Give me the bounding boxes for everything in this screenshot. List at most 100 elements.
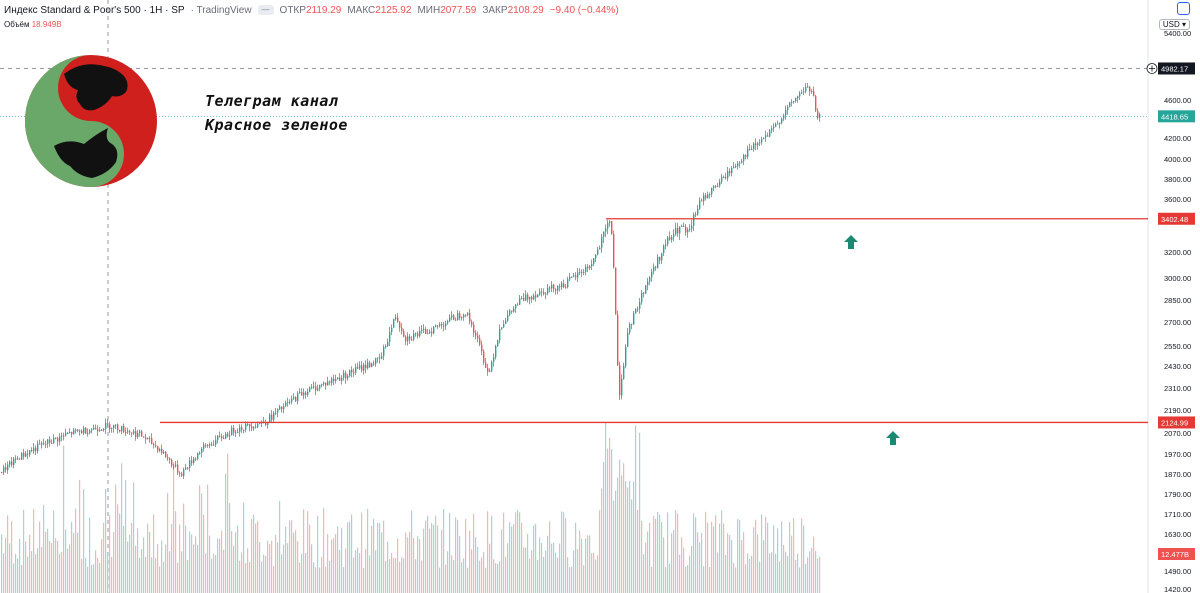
volume-bar <box>1 534 3 593</box>
volume-bar <box>715 515 717 593</box>
volume-bar <box>251 518 253 593</box>
volume-bar <box>407 537 409 593</box>
candle-body <box>777 123 779 125</box>
candle-body <box>363 364 365 371</box>
volume-bar <box>469 530 471 593</box>
candle-body <box>39 443 41 445</box>
collapse-button[interactable]: — <box>257 5 274 15</box>
candle-body <box>355 367 357 373</box>
candle-body <box>183 469 185 476</box>
volume-legend: Объём 18.949B <box>4 20 62 29</box>
candle-body <box>559 285 561 288</box>
candle-body <box>333 378 335 381</box>
volume-bar <box>685 566 687 593</box>
currency-select[interactable]: USD ▾ <box>1158 19 1190 30</box>
candle-body <box>731 168 733 174</box>
volume-bar <box>441 529 443 593</box>
candle-body <box>483 351 485 363</box>
volume-bar <box>139 557 141 593</box>
candle-body <box>17 458 19 460</box>
volume-bar <box>589 535 591 593</box>
close-value: 2108.29 <box>507 4 544 16</box>
volume-bar <box>789 522 791 593</box>
candle-body <box>129 431 131 433</box>
volume-bar <box>627 487 629 593</box>
candle-body <box>199 452 201 454</box>
volume-bar <box>345 548 347 593</box>
candle-body <box>795 98 797 102</box>
volume-bar <box>781 521 783 593</box>
candle-body <box>173 465 175 467</box>
scale-toggle-icon[interactable] <box>1177 2 1190 15</box>
candle-body <box>587 266 589 269</box>
candle-body <box>341 377 343 381</box>
candle-body <box>401 327 403 332</box>
volume-bar <box>779 561 781 593</box>
volume-bar <box>271 540 273 593</box>
candle-body <box>393 319 395 328</box>
volume-bar <box>673 529 675 593</box>
volume-bar <box>421 560 423 593</box>
candle-body <box>107 423 109 425</box>
volume-bar <box>287 543 289 593</box>
volume-bar <box>43 504 45 593</box>
volume-bar <box>151 557 153 593</box>
volume-bar <box>83 489 85 593</box>
symbol-title[interactable]: Индекс Standard & Poor's 500 · 1H · SP <box>4 4 185 16</box>
candle-body <box>475 332 477 336</box>
candle-body <box>57 438 59 442</box>
volume-bar <box>797 553 799 593</box>
volume-bar <box>711 521 713 593</box>
volume-bar <box>221 530 223 593</box>
candle-body <box>737 163 739 167</box>
candle-body <box>407 336 409 342</box>
volume-bar <box>815 550 817 593</box>
candle-body <box>145 437 147 440</box>
candle-body <box>249 423 251 427</box>
volume-bar <box>477 546 479 593</box>
volume-bar <box>757 534 759 593</box>
brand-label: · TradingView <box>190 4 252 16</box>
candle-body <box>615 267 617 315</box>
candle-body <box>221 436 223 439</box>
candle-body <box>239 427 241 432</box>
volume-bar <box>669 563 671 593</box>
candle-body <box>685 226 687 233</box>
candle-body <box>357 367 359 369</box>
volume-bar <box>771 552 773 593</box>
candle-body <box>711 187 713 195</box>
open-value: 2119.29 <box>305 4 342 16</box>
candle-body <box>439 324 441 326</box>
volume-bar <box>379 523 381 593</box>
volume-bar <box>607 448 609 593</box>
volume-bar <box>129 534 131 593</box>
volume-bar <box>813 536 815 593</box>
volume-bar <box>725 554 727 593</box>
volume-bar <box>41 546 43 593</box>
candle-body <box>633 313 635 325</box>
candle-body <box>755 143 757 146</box>
volume-bar <box>167 493 169 593</box>
candle-body <box>649 277 651 282</box>
volume-bar <box>805 563 807 593</box>
volume-bar <box>329 560 331 593</box>
volume-bar <box>153 514 155 593</box>
volume-bar <box>783 544 785 593</box>
volume-bar <box>533 525 535 593</box>
volume-bar <box>45 531 47 593</box>
volume-bar <box>483 551 485 593</box>
volume-bar <box>637 509 639 593</box>
volume-bar <box>255 523 257 593</box>
volume-bar <box>795 559 797 593</box>
candle-body <box>807 86 809 88</box>
candle-body <box>595 254 597 259</box>
volume-bar <box>209 535 211 593</box>
candle-body <box>397 317 399 322</box>
y-tick-label: 4200.00 <box>1164 134 1191 143</box>
volume-bar <box>799 567 801 593</box>
candle-body <box>71 431 73 435</box>
candle-body <box>47 439 49 444</box>
candle-body <box>427 333 429 335</box>
candle-body <box>503 323 505 328</box>
